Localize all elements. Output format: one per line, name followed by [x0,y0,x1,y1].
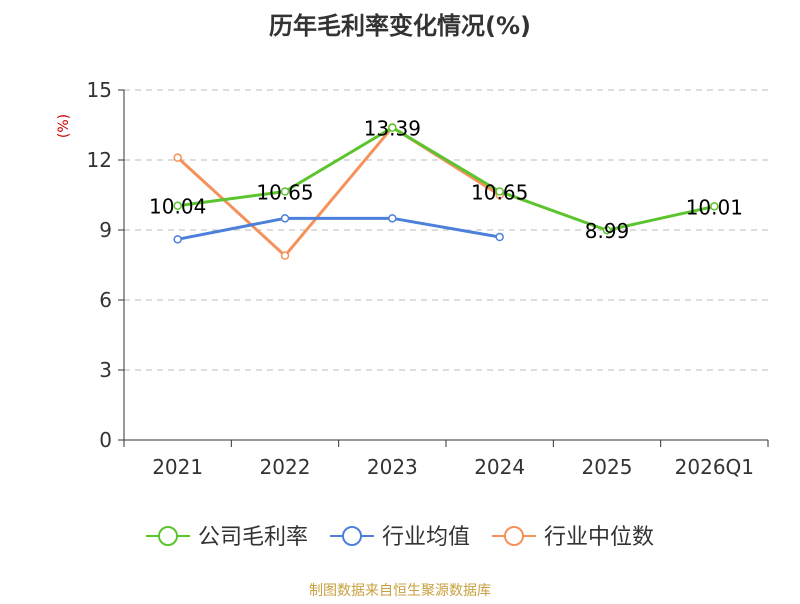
series-group [173,214,504,244]
data-point [388,214,397,223]
data-label: 10.04 [149,195,206,219]
data-point [280,251,290,260]
x-tick-label: 2026Q1 [675,455,754,479]
data-label: 13.39 [364,117,421,141]
source-note: 制图数据来自恒生聚源数据库 [309,583,491,599]
y-tick-label: 6 [99,288,112,312]
data-point [602,225,612,235]
data-point [495,187,504,196]
chart-title: 历年毛利率变化情况(%) [269,12,531,40]
x-tick-label: 2023 [367,455,418,479]
data-point [495,232,504,242]
data-label: 8.99 [585,219,630,243]
legend-item: 行业均值 [330,525,470,550]
data-point [388,123,397,132]
data-label: 10.65 [256,181,313,205]
data-point [173,153,182,162]
legend-label: 行业均值 [382,525,470,550]
series-group [173,123,719,235]
y-tick-label: 12 [87,148,112,172]
legend-marker [342,526,362,546]
data-point [710,202,719,211]
y-tick-label: 3 [99,358,112,382]
legend-marker [158,526,178,546]
legend-label: 行业中位数 [544,525,654,550]
x-tick-label: 2024 [474,455,525,479]
y-axis-unit-label: (%) [56,114,72,138]
data-point [280,214,290,223]
legend-label: 公司毛利率 [198,525,308,550]
axes: 0 3 6 9 12 15 2021 2022 2023 2024 2025 2026Q1 [87,78,769,479]
x-tick-label: 2021 [152,455,203,479]
data-labels: 10.04 10.65 13.39 10.65 8.99 10.01 [149,117,743,244]
series-line [176,125,501,258]
legend: 公司毛利率 行业均值 行业中位数 [146,525,654,550]
series-lines [173,123,719,260]
legend-marker [504,526,524,546]
y-tick-label: 9 [99,218,112,242]
y-tick-label: 15 [87,78,112,102]
legend-item: 行业中位数 [492,525,654,550]
series-line [177,216,500,241]
series-group [173,123,504,260]
y-tick-label: 0 [99,428,112,452]
data-point [280,187,290,196]
data-label: 10.65 [471,181,528,205]
data-label: 10.01 [686,195,743,219]
data-point [173,201,182,210]
series-line [177,126,715,232]
data-point [173,235,182,244]
legend-item: 公司毛利率 [146,525,308,550]
x-tick-label: 2022 [260,455,311,479]
x-tick-label: 2025 [582,455,633,479]
